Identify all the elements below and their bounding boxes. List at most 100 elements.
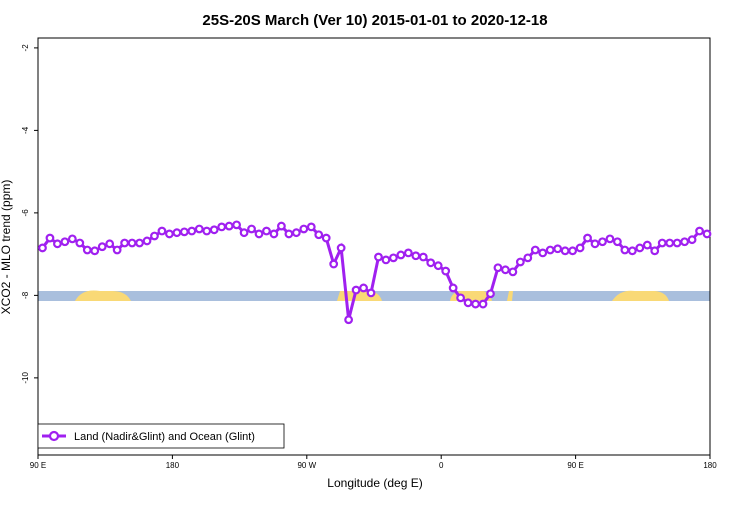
data-point: [381, 255, 391, 265]
data-point: [635, 243, 645, 253]
data-point: [247, 224, 256, 234]
data-point: [172, 228, 182, 238]
data-point: [232, 220, 242, 230]
data-point: [209, 225, 219, 235]
data-point: [530, 245, 540, 255]
data-point: [538, 248, 548, 258]
data-point: [194, 224, 204, 234]
data-point: [165, 229, 174, 239]
y-tick-label: -4: [21, 126, 30, 134]
data-point: [291, 228, 301, 238]
data-point: [351, 285, 361, 295]
data-point: [620, 245, 630, 255]
data-point: [426, 258, 436, 268]
x-tick-label: 90 E: [30, 461, 46, 470]
data-point: [545, 245, 555, 255]
data-point: [411, 251, 421, 261]
legend-label: Land (Nadir&Glint) and Ocean (Glint): [74, 431, 255, 443]
data-point: [471, 299, 480, 309]
x-tick-label: 90 W: [297, 461, 316, 470]
data-point: [598, 237, 607, 247]
data-point: [366, 288, 376, 298]
data-point: [613, 237, 622, 247]
y-tick-label: -6: [21, 209, 30, 217]
data-point: [105, 239, 115, 249]
data-point: [314, 230, 324, 240]
data-point: [687, 235, 697, 245]
x-tick-label: 0: [439, 461, 444, 470]
data-point: [142, 236, 152, 246]
data-point: [67, 234, 77, 244]
data-point: [359, 283, 368, 293]
data-point: [38, 243, 47, 253]
data-point: [665, 238, 675, 248]
data-point: [262, 226, 271, 236]
data-point: [627, 246, 637, 256]
data-point: [560, 246, 570, 256]
data-point: [590, 239, 600, 249]
data-point: [321, 233, 331, 243]
x-tick-label: 90 E: [567, 461, 583, 470]
data-point: [403, 248, 413, 258]
data-point: [515, 257, 525, 267]
data-point: [90, 246, 100, 256]
data-point: [120, 238, 130, 248]
data-point: [478, 299, 488, 309]
x-tick-label: 180: [166, 461, 180, 470]
data-point: [179, 227, 189, 237]
x-axis-label: Longitude (deg E): [327, 476, 422, 490]
data-point: [336, 243, 346, 253]
y-axis-label: XCO2 - MLO trend (ppm): [0, 180, 13, 315]
data-point: [523, 253, 533, 263]
data-point: [239, 228, 249, 238]
y-tick-label: -8: [21, 291, 30, 299]
data-point: [82, 245, 92, 255]
data-point: [508, 267, 518, 277]
data-point: [486, 289, 495, 299]
data-point: [680, 237, 690, 247]
legend-marker: [48, 430, 60, 442]
data-point: [157, 226, 167, 236]
data-point: [575, 243, 585, 253]
data-point: [254, 229, 264, 239]
data-point: [389, 253, 398, 263]
data-point: [605, 234, 615, 244]
data-point: [583, 233, 592, 243]
data-point: [553, 244, 563, 254]
data-point: [456, 293, 466, 303]
legend-box: [37, 423, 285, 449]
data-point: [150, 231, 159, 241]
data-point: [60, 237, 70, 247]
y-tick-label: -10: [21, 372, 30, 384]
x-tick-label: 180: [703, 461, 717, 470]
data-point: [418, 252, 428, 262]
data-point: [396, 250, 406, 260]
data-point: [284, 229, 294, 239]
data-point: [657, 238, 667, 248]
chart-title: 25S-20S March (Ver 10) 2015-01-01 to 202…: [202, 12, 547, 29]
data-point: [463, 298, 473, 308]
plot-frame: [37, 37, 711, 456]
data-point: [702, 229, 712, 239]
data-point: [650, 246, 660, 256]
data-point: [269, 229, 279, 239]
data-point: [374, 252, 383, 262]
data-point: [217, 222, 227, 232]
data-point: [344, 315, 354, 325]
data-point: [277, 221, 286, 231]
data-point: [448, 283, 458, 293]
legend: Land (Nadir&Glint) and Ocean (Glint): [37, 423, 285, 449]
y-tick-label: -2: [21, 44, 30, 52]
data-point: [329, 259, 339, 269]
data-point: [112, 245, 122, 255]
data-point: [299, 224, 309, 234]
data-point: [695, 226, 704, 236]
data-point: [501, 265, 510, 275]
data-point: [441, 266, 451, 276]
data-point: [127, 238, 137, 248]
data-point: [493, 263, 503, 273]
data-point: [642, 240, 652, 250]
data-point: [187, 226, 197, 236]
data-point: [45, 233, 55, 243]
